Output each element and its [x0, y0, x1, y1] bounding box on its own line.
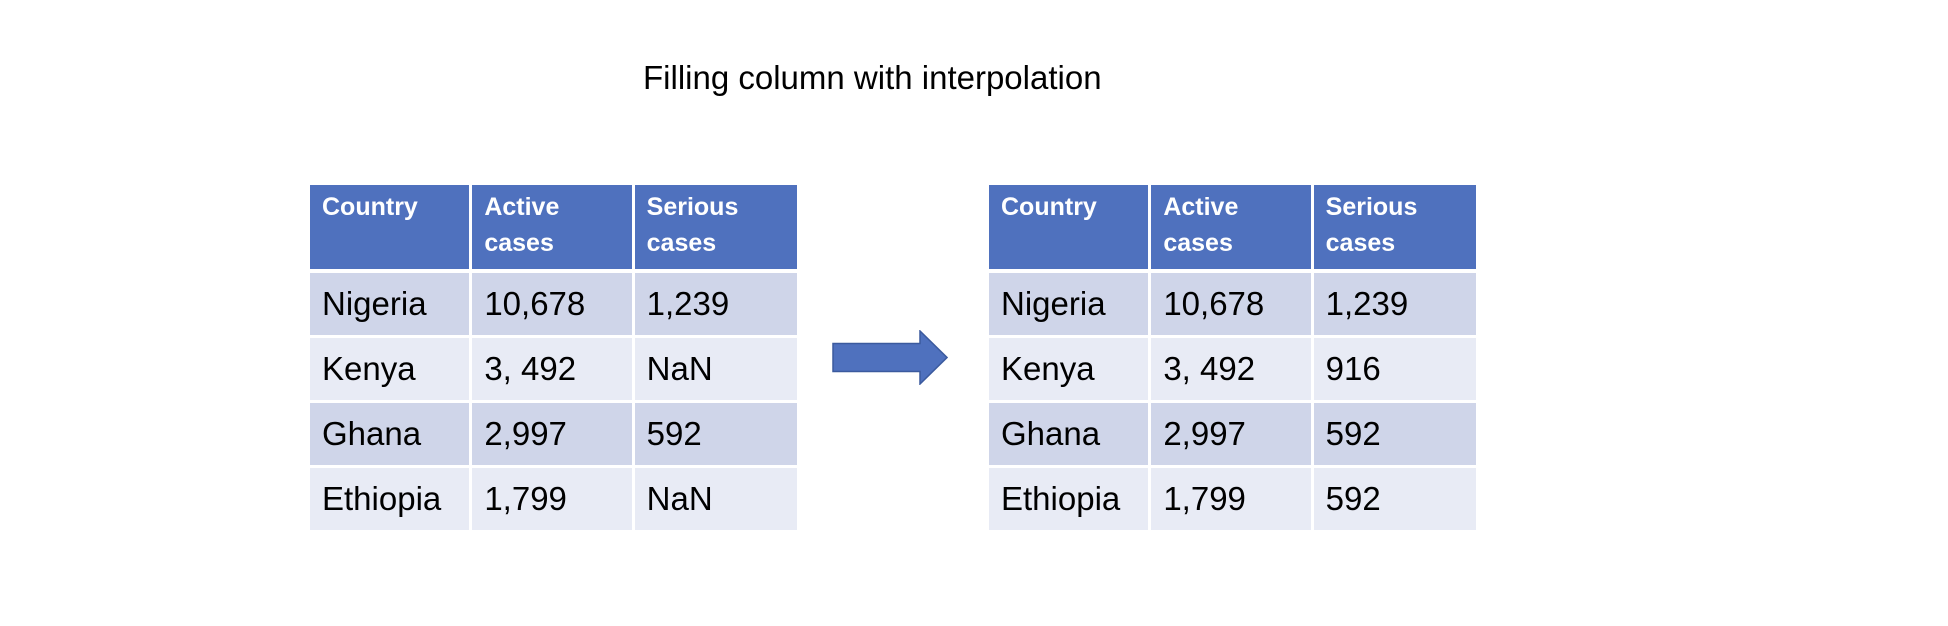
header-serious-cases: Serious cases — [634, 185, 797, 273]
header-label: cases — [1325, 229, 1396, 257]
cell-active-cases: 2,997 — [1151, 403, 1314, 468]
right-arrow-icon — [832, 330, 948, 385]
header-label: Country — [1001, 193, 1097, 221]
header-serious-cases: Serious cases — [1313, 185, 1476, 273]
header-label: Active — [484, 193, 560, 221]
diagram-title: Filling column with interpolation — [643, 59, 1102, 96]
header-label: cases — [1163, 229, 1233, 257]
cell-serious-cases: 1,239 — [1313, 273, 1476, 338]
header-label: cases — [484, 229, 554, 257]
table-row: Ethiopia 1,799 592 — [989, 468, 1476, 530]
cell-serious-cases: 1,239 — [634, 273, 797, 338]
cell-active-cases: 3, 492 — [472, 338, 635, 403]
cell-serious-cases: 592 — [1313, 403, 1476, 468]
header-label: Serious — [646, 193, 739, 221]
header-row: Country Active cases Serious cases — [310, 185, 797, 273]
table-after: Country Active cases Serious cases Niger… — [989, 185, 1476, 530]
cell-country: Ghana — [310, 403, 473, 468]
table-row: Nigeria 10,678 1,239 — [989, 273, 1476, 338]
header-country: Country — [989, 185, 1152, 273]
cell-active-cases: 3, 492 — [1151, 338, 1314, 403]
cell-active-cases: 10,678 — [1151, 273, 1314, 338]
table-row: Ghana 2,997 592 — [989, 403, 1476, 468]
cell-country: Ethiopia — [989, 468, 1152, 530]
cell-serious-cases: 916 — [1313, 338, 1476, 403]
cell-serious-cases: 592 — [1313, 468, 1476, 530]
header-label: cases — [646, 229, 717, 257]
table-row: Kenya 3, 492 NaN — [310, 338, 797, 403]
header-label: Country — [322, 193, 418, 221]
cell-active-cases: 2,997 — [472, 403, 635, 468]
cell-serious-cases: 592 — [634, 403, 797, 468]
cell-country: Ethiopia — [310, 468, 473, 530]
cell-country: Kenya — [310, 338, 473, 403]
table-row: Kenya 3, 492 916 — [989, 338, 1476, 403]
cell-active-cases: 1,799 — [1151, 468, 1314, 530]
table-row: Ethiopia 1,799 NaN — [310, 468, 797, 530]
cell-country: Kenya — [989, 338, 1152, 403]
cell-country: Nigeria — [310, 273, 473, 338]
cell-country: Nigeria — [989, 273, 1152, 338]
cell-active-cases: 1,799 — [472, 468, 635, 530]
header-label: Active — [1163, 193, 1239, 221]
table-before: Country Active cases Serious cases Niger… — [310, 185, 797, 530]
cell-country: Ghana — [989, 403, 1152, 468]
header-row: Country Active cases Serious cases — [989, 185, 1476, 273]
table-row: Ghana 2,997 592 — [310, 403, 797, 468]
arrow-shape — [832, 330, 948, 385]
cell-serious-cases: NaN — [634, 468, 797, 530]
header-country: Country — [310, 185, 473, 273]
table-row: Nigeria 10,678 1,239 — [310, 273, 797, 338]
cell-active-cases: 10,678 — [472, 273, 635, 338]
header-label: Serious — [1325, 193, 1418, 221]
header-active-cases: Active cases — [1151, 185, 1314, 273]
cell-serious-cases: NaN — [634, 338, 797, 403]
header-active-cases: Active cases — [472, 185, 635, 273]
